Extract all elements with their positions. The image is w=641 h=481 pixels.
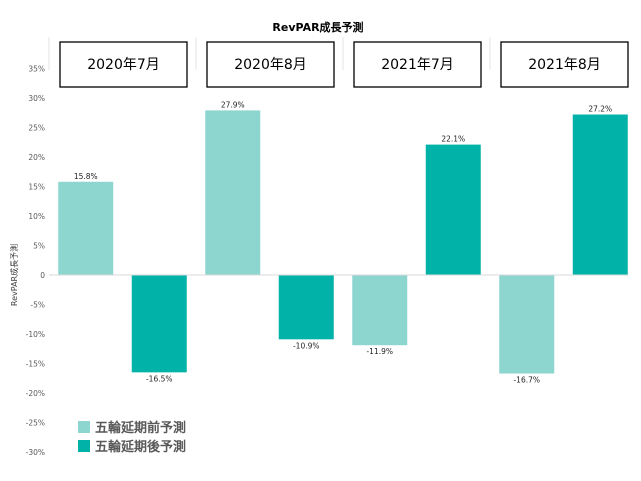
y-tick-label: 30%: [28, 94, 45, 103]
y-tick-label: -5%: [30, 301, 45, 310]
data-label-s1-c2: 27.9%: [221, 100, 245, 109]
y-tick-label: -30%: [26, 448, 45, 457]
y-tick-label: 25%: [28, 124, 45, 133]
bars: [58, 110, 628, 374]
bar-s2-c1: [131, 275, 187, 373]
y-tick-label: 10%: [28, 212, 45, 221]
category-label: 2021年8月: [528, 57, 601, 73]
data-labels: 15.8% 27.9% -11.9% -16.7% -16.5% -10.9% 22.1% 2…: [74, 100, 612, 384]
data-label-s1-c3: -11.9%: [366, 347, 393, 356]
data-label-s2-c3: 22.1%: [441, 135, 465, 144]
data-label-s2-c4: 27.2%: [588, 105, 612, 114]
y-tick-label: -10%: [26, 330, 45, 339]
category-label: 2020年8月: [234, 57, 307, 73]
category-header-box: [59, 41, 188, 88]
y-axis-ticks: 35% 30% 25% 20% 15% 10% 5% 0 -5% -10% -15% -20% -25%…: [26, 65, 46, 458]
data-label-s2-c1: -16.5%: [146, 374, 173, 383]
bar-s2-c4: [572, 114, 628, 276]
legend-label-post-forecast: 五輪延期後予測: [95, 439, 186, 455]
category-label: 2021年7月: [381, 57, 454, 73]
y-tick-label: 20%: [28, 153, 45, 162]
category-header: 2020年8月: [206, 41, 335, 88]
category-headers: 2020年7月 2020年8月 2021年7月 2021年8月: [59, 41, 629, 88]
y-tick-label: 5%: [33, 242, 45, 251]
bar-s1-c3: [352, 275, 408, 346]
legend: 五輪延期前予測 五輪延期後予測: [78, 420, 186, 455]
chart-title: RevPAR成長予測: [272, 20, 363, 34]
group-dividers: [48, 37, 491, 70]
category-header: 2021年8月: [500, 41, 629, 88]
data-label-s1-c1: 15.8%: [74, 172, 98, 181]
category-header-box: [206, 41, 335, 88]
category-header: 2021年7月: [353, 41, 482, 88]
y-tick-label: -25%: [26, 419, 45, 428]
y-tick-label: -15%: [26, 360, 45, 369]
legend-swatch-post-forecast: [78, 440, 90, 452]
y-tick-label: 15%: [28, 183, 45, 192]
category-header: 2020年7月: [59, 41, 188, 88]
legend-label-pre-forecast: 五輪延期前予測: [95, 420, 186, 436]
category-header-box: [500, 41, 629, 88]
bar-s2-c2: [278, 275, 334, 340]
category-header-box: [353, 41, 482, 88]
y-tick-label: 35%: [28, 65, 45, 74]
bar-s1-c1: [58, 181, 114, 275]
legend-swatch-pre-forecast: [78, 421, 90, 433]
data-label-s1-c4: -16.7%: [513, 376, 540, 385]
bar-s2-c3: [425, 144, 481, 275]
y-tick-label: -20%: [26, 389, 45, 398]
bar-s1-c4: [499, 275, 555, 374]
bar-s1-c2: [205, 110, 261, 275]
y-axis-label: RevPAR成長予測: [9, 244, 19, 306]
y-tick-label: 0: [40, 271, 45, 280]
data-label-s2-c2: -10.9%: [293, 341, 320, 350]
category-label: 2020年7月: [87, 57, 160, 73]
